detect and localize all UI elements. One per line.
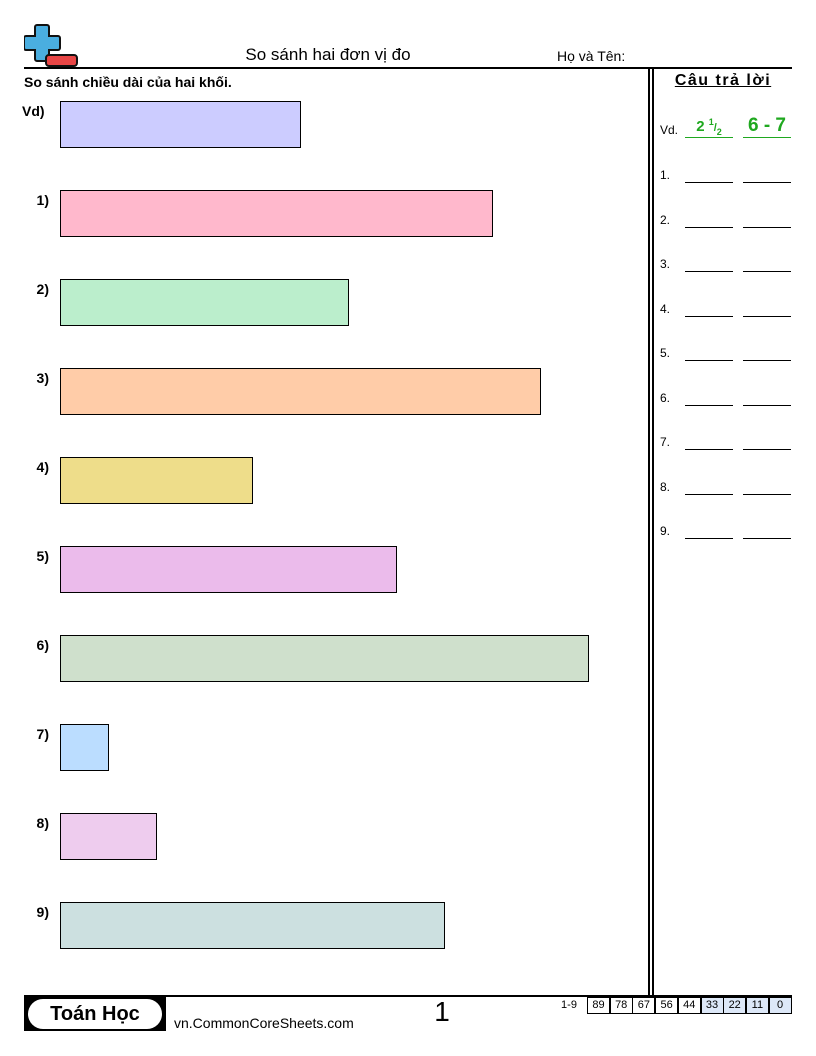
page-number: 1 xyxy=(434,996,450,1027)
score-cell: 44 xyxy=(677,997,701,1014)
answer-blank-2[interactable] xyxy=(743,271,791,272)
header-rule xyxy=(24,67,792,69)
length-bar xyxy=(60,813,157,860)
answer-number: 8. xyxy=(660,480,671,494)
question-label: 5) xyxy=(36,548,49,564)
answer-number: 4. xyxy=(660,302,671,316)
answer-blank-1[interactable] xyxy=(685,494,733,495)
answer-number: 5. xyxy=(660,346,671,360)
answer-blank-2[interactable] xyxy=(743,538,791,539)
question-label: Vd) xyxy=(22,103,45,119)
length-bar xyxy=(60,190,493,237)
score-cell: 89 xyxy=(587,997,610,1014)
instructions: So sánh chiều dài của hai khối. xyxy=(24,74,232,90)
answer-blank-2[interactable] xyxy=(743,227,791,228)
question-label: 9) xyxy=(36,904,49,920)
score-cell: 11 xyxy=(745,997,769,1014)
site-url: vn.CommonCoreSheets.com xyxy=(174,1015,354,1031)
length-bar xyxy=(60,101,301,148)
answer-blank-1[interactable] xyxy=(685,405,733,406)
footer-rule xyxy=(24,995,792,997)
example-answer-fraction: 2 1/2 xyxy=(696,117,722,137)
question-label: 8) xyxy=(36,815,49,831)
logo-plus-minus-icon xyxy=(24,24,78,67)
score-cell: 78 xyxy=(609,997,633,1014)
answer-blank-2[interactable] xyxy=(743,360,791,361)
fraction-denominator: 2 xyxy=(716,127,722,137)
answer-example-label: Vd. xyxy=(660,123,679,137)
score-cell: 67 xyxy=(632,997,656,1014)
length-bar xyxy=(60,279,349,326)
score-cell: 56 xyxy=(655,997,679,1014)
answer-number: 9. xyxy=(660,524,671,538)
score-cell: 22 xyxy=(723,997,747,1014)
answer-blank-1[interactable] xyxy=(685,182,733,183)
example-answer-range: 6 - 7 xyxy=(747,115,787,136)
answer-blank-1[interactable] xyxy=(685,316,733,317)
answer-blank-2[interactable] xyxy=(743,316,791,317)
question-label: 2) xyxy=(36,281,49,297)
answer-column-divider xyxy=(648,67,650,995)
example-answer-line-2 xyxy=(743,137,791,138)
length-bar xyxy=(60,635,589,682)
answer-blank-2[interactable] xyxy=(743,494,791,495)
question-label: 3) xyxy=(36,370,49,386)
answer-number: 6. xyxy=(660,391,671,405)
length-bar xyxy=(60,368,541,415)
answer-blank-2[interactable] xyxy=(743,449,791,450)
answer-blank-2[interactable] xyxy=(743,182,791,183)
score-range-label: 1-9 xyxy=(561,999,577,1011)
fraction-numerator: 1 xyxy=(708,117,714,127)
name-label: Họ và Tên: xyxy=(557,48,626,64)
answer-heading: Câu trả lời xyxy=(674,72,772,89)
question-label: 7) xyxy=(36,726,49,742)
score-cell: 0 xyxy=(768,997,792,1014)
answer-number: 2. xyxy=(660,213,671,227)
answer-blank-1[interactable] xyxy=(685,360,733,361)
brand-label: Toán Học xyxy=(28,999,162,1029)
answer-blank-1[interactable] xyxy=(685,271,733,272)
length-bar xyxy=(60,902,445,949)
question-label: 6) xyxy=(36,637,49,653)
answer-blank-1[interactable] xyxy=(685,538,733,539)
question-label: 4) xyxy=(36,459,49,475)
question-label: 1) xyxy=(36,192,49,208)
answer-blank-1[interactable] xyxy=(685,449,733,450)
length-bar xyxy=(60,724,109,771)
answer-number: 7. xyxy=(660,435,671,449)
worksheet-title: So sánh hai đơn vị đo xyxy=(245,45,411,64)
fraction-whole: 2 xyxy=(696,118,705,135)
score-cell: 33 xyxy=(700,997,724,1014)
answer-number: 3. xyxy=(660,257,671,271)
example-answer-line-1 xyxy=(685,137,733,138)
answer-blank-2[interactable] xyxy=(743,405,791,406)
answer-blank-1[interactable] xyxy=(685,227,733,228)
answer-number: 1. xyxy=(660,168,671,182)
length-bar xyxy=(60,546,397,593)
answer-column-divider-inner xyxy=(652,67,654,995)
length-bar xyxy=(60,457,253,504)
